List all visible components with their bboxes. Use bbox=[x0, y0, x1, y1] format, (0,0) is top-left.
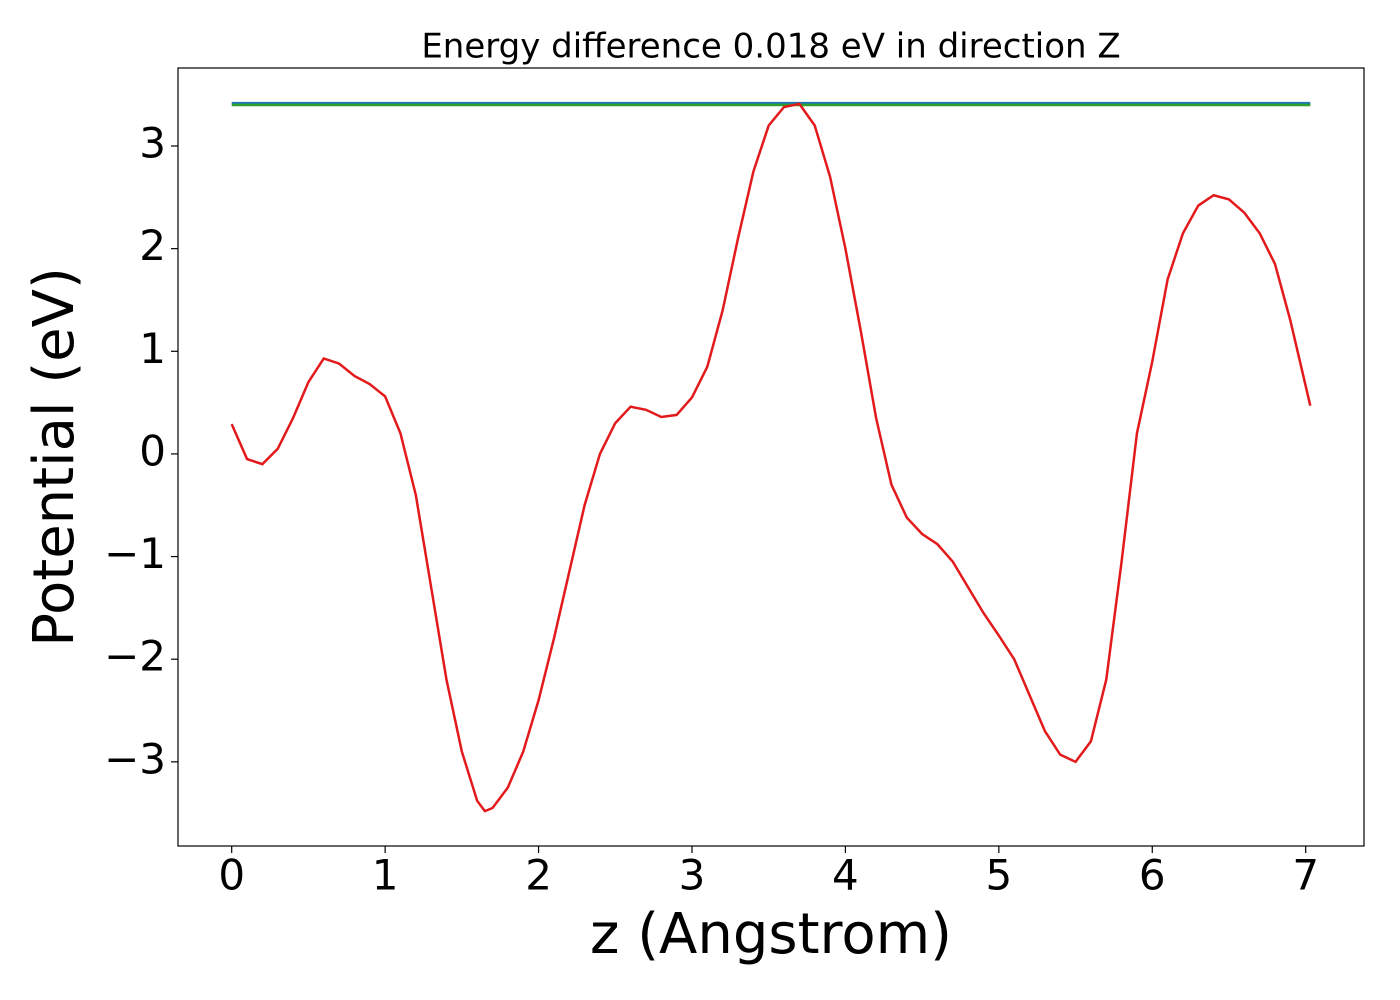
chart-title: Energy difference 0.018 eV in direction … bbox=[421, 27, 1120, 67]
y-tick-label: −3 bbox=[104, 734, 166, 783]
y-tick-label: 2 bbox=[139, 221, 166, 270]
plot-frame bbox=[177, 67, 1365, 847]
x-tick-label: 0 bbox=[218, 851, 245, 900]
x-tick-label: 2 bbox=[525, 851, 552, 900]
x-tick-label: 3 bbox=[679, 851, 706, 900]
series-line bbox=[230, 102, 1312, 813]
x-tick-label: 4 bbox=[832, 851, 859, 900]
x-tick-label: 5 bbox=[985, 851, 1012, 900]
x-tick-label: 1 bbox=[372, 851, 399, 900]
x-axis-label: z (Angstrom) bbox=[590, 902, 952, 967]
y-axis-label: Potential (eV) bbox=[22, 267, 87, 647]
y-tick-label: 3 bbox=[139, 119, 166, 168]
y-tick-label: −2 bbox=[104, 632, 166, 681]
y-tick-label: −1 bbox=[104, 529, 166, 578]
x-tick-label: 6 bbox=[1139, 851, 1166, 900]
y-tick-label: 0 bbox=[139, 426, 166, 475]
y-tick-label: 1 bbox=[139, 324, 166, 373]
x-tick-label: 7 bbox=[1292, 851, 1319, 900]
